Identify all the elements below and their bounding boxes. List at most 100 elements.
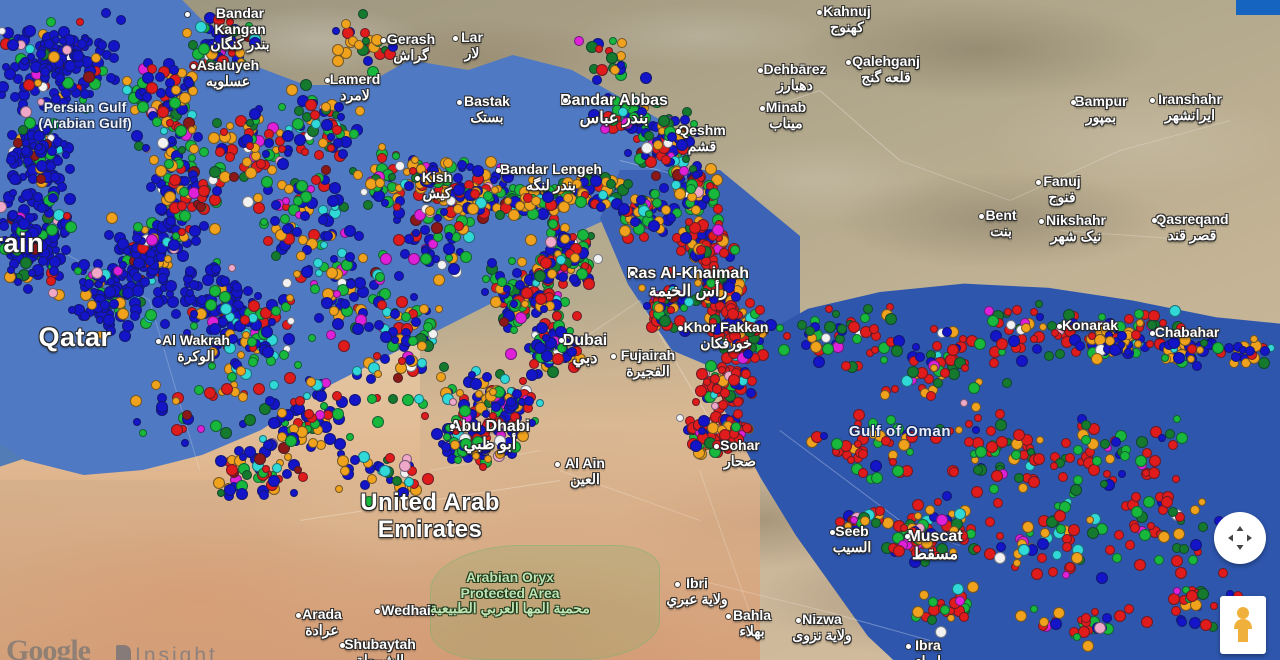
vessel-marker[interactable] <box>445 195 456 206</box>
vessel-marker[interactable] <box>183 329 192 338</box>
vessel-marker[interactable] <box>467 202 479 215</box>
vessel-marker[interactable] <box>242 470 253 481</box>
vessel-marker[interactable] <box>1102 469 1111 478</box>
vessel-marker[interactable] <box>526 368 538 381</box>
vessel-marker[interactable] <box>59 139 68 148</box>
vessel-marker[interactable] <box>505 348 517 361</box>
vessel-marker[interactable] <box>327 194 340 207</box>
vessel-marker[interactable] <box>1196 588 1209 600</box>
vessel-marker[interactable] <box>358 450 371 463</box>
vessel-marker[interactable] <box>245 142 254 151</box>
vessel-marker[interactable] <box>242 330 251 339</box>
vessel-marker[interactable] <box>180 438 189 447</box>
vessel-marker[interactable] <box>281 197 290 206</box>
vessel-marker[interactable] <box>460 251 472 264</box>
vessel-marker[interactable] <box>350 455 361 466</box>
vessel-marker[interactable] <box>35 174 46 185</box>
vessel-marker[interactable] <box>227 24 240 37</box>
vessel-marker[interactable] <box>456 159 467 170</box>
vessel-marker[interactable] <box>352 170 363 181</box>
vessel-marker[interactable] <box>1159 319 1167 328</box>
vessel-marker[interactable] <box>23 283 34 294</box>
vessel-marker[interactable] <box>100 7 111 18</box>
vessel-marker[interactable] <box>35 49 46 60</box>
vessel-marker[interactable] <box>19 106 32 119</box>
vessel-marker[interactable] <box>840 361 851 372</box>
vessel-marker[interactable] <box>212 186 222 197</box>
vessel-marker[interactable] <box>920 536 933 549</box>
vessel-marker[interactable] <box>420 252 433 265</box>
vessel-marker[interactable] <box>1054 349 1065 359</box>
vessel-marker[interactable] <box>75 17 84 26</box>
vessel-marker[interactable] <box>47 192 58 203</box>
vessel-marker[interactable] <box>198 184 211 197</box>
vessel-marker[interactable] <box>375 271 386 282</box>
vessel-marker[interactable] <box>188 279 199 290</box>
vessel-marker[interactable] <box>1105 454 1116 464</box>
vessel-marker[interactable] <box>393 373 404 384</box>
vessel-marker[interactable] <box>589 174 602 187</box>
vessel-marker[interactable] <box>993 498 1004 508</box>
vessel-marker[interactable] <box>804 325 815 336</box>
vessel-marker[interactable] <box>1112 552 1123 563</box>
vessel-marker[interactable] <box>694 384 707 397</box>
vessel-marker[interactable] <box>857 468 868 479</box>
vessel-marker[interactable] <box>21 57 30 66</box>
vessel-marker[interactable] <box>156 137 169 150</box>
vessel-marker[interactable] <box>56 182 67 193</box>
vessel-marker[interactable] <box>705 277 716 288</box>
vessel-marker[interactable] <box>1013 473 1024 484</box>
vessel-marker[interactable] <box>572 310 583 321</box>
vessel-marker[interactable] <box>961 363 970 372</box>
vessel-marker[interactable] <box>152 296 164 309</box>
vessel-marker[interactable] <box>344 252 355 263</box>
vessel-marker[interactable] <box>353 231 364 242</box>
vessel-marker[interactable] <box>331 124 342 135</box>
vessel-marker[interactable] <box>988 484 999 495</box>
vessel-marker[interactable] <box>32 192 43 203</box>
vessel-marker[interactable] <box>154 72 165 83</box>
vessel-marker[interactable] <box>680 115 691 126</box>
vessel-marker[interactable] <box>554 326 567 339</box>
vessel-marker[interactable] <box>305 98 317 111</box>
vessel-marker[interactable] <box>886 414 897 425</box>
vessel-marker[interactable] <box>1016 354 1028 367</box>
vessel-marker[interactable] <box>366 65 379 78</box>
vessel-marker[interactable] <box>18 217 31 230</box>
vessel-marker[interactable] <box>108 40 121 53</box>
vessel-marker[interactable] <box>995 408 1006 419</box>
vessel-marker[interactable] <box>991 470 1004 482</box>
vessel-marker[interactable] <box>337 112 346 121</box>
vessel-marker[interactable] <box>535 398 544 407</box>
vessel-marker[interactable] <box>1090 352 1103 365</box>
vessel-marker[interactable] <box>1050 618 1062 631</box>
vessel-marker[interactable] <box>378 142 387 151</box>
vessel-marker[interactable] <box>914 351 925 362</box>
vessel-marker[interactable] <box>404 180 415 191</box>
vessel-marker[interactable] <box>232 281 243 292</box>
vessel-marker[interactable] <box>778 343 791 356</box>
vessel-marker[interactable] <box>431 171 444 184</box>
vessel-marker[interactable] <box>986 314 999 327</box>
vessel-marker[interactable] <box>995 435 1008 448</box>
vessel-marker[interactable] <box>932 550 941 559</box>
vessel-marker[interactable] <box>685 183 696 194</box>
vessel-marker[interactable] <box>1030 334 1039 343</box>
vessel-marker[interactable] <box>237 350 246 359</box>
vessel-marker[interactable] <box>23 25 36 38</box>
vessel-marker[interactable] <box>1099 480 1108 489</box>
vessel-marker[interactable] <box>372 352 381 361</box>
vessel-marker[interactable] <box>132 256 145 269</box>
vessel-marker[interactable] <box>1113 529 1124 540</box>
vessel-marker[interactable] <box>443 432 452 441</box>
vessel-marker[interactable] <box>1141 616 1154 628</box>
vessel-marker[interactable] <box>740 368 751 379</box>
vessel-marker[interactable] <box>8 188 17 197</box>
vessel-marker[interactable] <box>1053 510 1066 523</box>
vessel-marker[interactable] <box>1050 461 1058 470</box>
vessel-marker[interactable] <box>1130 491 1141 502</box>
vessel-marker[interactable] <box>734 340 743 349</box>
vessel-marker[interactable] <box>61 151 70 160</box>
vessel-marker[interactable] <box>109 52 119 63</box>
